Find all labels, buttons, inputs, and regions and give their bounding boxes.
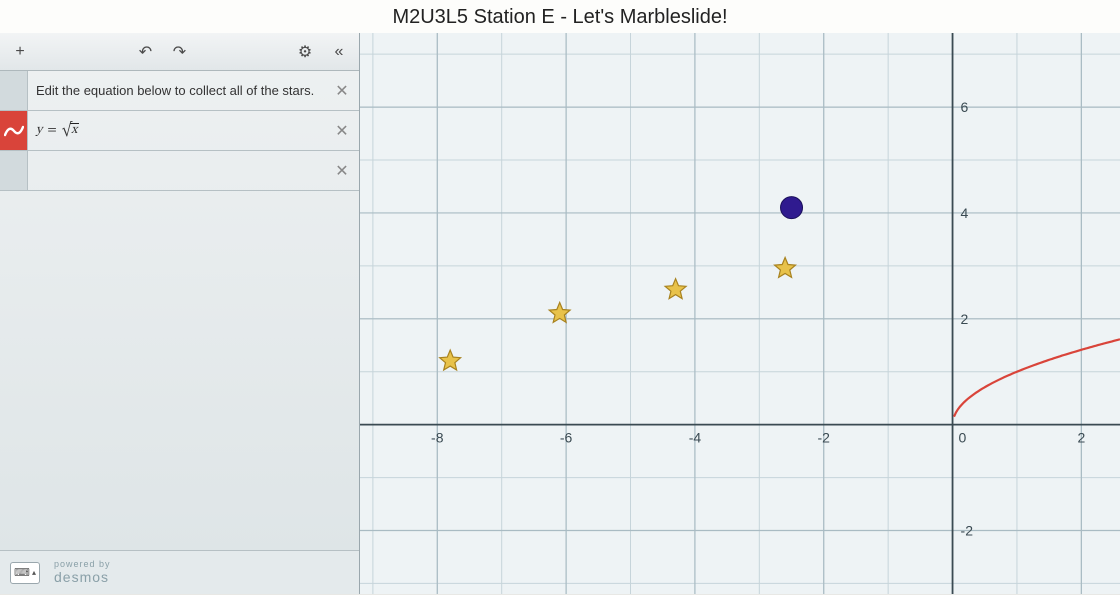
close-icon: ✕ [335, 161, 348, 181]
panel-footer: ⌨ ▴ powered by desmos [0, 550, 359, 594]
page-title: M2U3L5 Station E - Let's Marbleslide! [0, 0, 1120, 33]
empty-input[interactable] [28, 158, 325, 184]
graph-area[interactable]: -8 -6 -4 -2 0 2 -2 2 4 6 [360, 33, 1120, 594]
function-color-icon[interactable] [0, 111, 28, 150]
keyboard-button[interactable]: ⌨ ▴ [10, 562, 40, 584]
graph-svg: -8 -6 -4 -2 0 2 -2 2 4 6 [360, 33, 1120, 594]
svg-text:-2: -2 [818, 430, 831, 446]
equation-lhs: y [36, 124, 42, 137]
equation-radicand: x [70, 123, 79, 137]
svg-text:-6: -6 [560, 430, 573, 446]
undo-button[interactable]: ↶ [132, 38, 160, 66]
svg-text:6: 6 [961, 99, 969, 115]
svg-text:2: 2 [961, 311, 969, 327]
keyboard-icon: ⌨ [14, 566, 30, 579]
svg-text:-8: -8 [431, 430, 444, 446]
delete-row-button[interactable]: ✕ [325, 121, 359, 141]
expression-panel: + ↶ ↷ ⚙ « Edit the equation below to col… [0, 33, 360, 594]
svg-text:-2: -2 [961, 522, 974, 538]
close-icon: ✕ [335, 121, 348, 141]
empty-expression-row[interactable]: ✕ [0, 151, 359, 191]
app-frame: + ↶ ↷ ⚙ « Edit the equation below to col… [0, 33, 1120, 594]
instruction-text: Edit the equation below to collect all o… [28, 77, 325, 104]
settings-button[interactable]: ⚙ [291, 38, 319, 66]
brand-name: desmos [54, 569, 109, 585]
svg-text:-4: -4 [689, 430, 702, 446]
equation-input[interactable]: y = √x [28, 117, 325, 145]
equation-equals: = [45, 124, 58, 137]
row-gutter [0, 151, 28, 190]
redo-button[interactable]: ↷ [166, 38, 194, 66]
equation-row[interactable]: y = √x ✕ [0, 111, 359, 151]
marble [781, 197, 803, 219]
svg-text:2: 2 [1077, 430, 1085, 446]
delete-row-button[interactable]: ✕ [325, 161, 359, 181]
svg-text:4: 4 [961, 205, 969, 221]
instruction-row: Edit the equation below to collect all o… [0, 71, 359, 111]
panel-toolbar: + ↶ ↷ ⚙ « [0, 33, 359, 71]
svg-text:0: 0 [959, 430, 967, 446]
collapse-panel-button[interactable]: « [325, 38, 353, 66]
desmos-brand: powered by desmos [54, 560, 111, 585]
powered-by-label: powered by [54, 560, 111, 569]
close-icon: ✕ [335, 81, 348, 101]
row-gutter [0, 71, 28, 110]
delete-row-button[interactable]: ✕ [325, 81, 359, 101]
add-expression-button[interactable]: + [6, 38, 34, 66]
gear-icon: ⚙ [298, 42, 312, 62]
